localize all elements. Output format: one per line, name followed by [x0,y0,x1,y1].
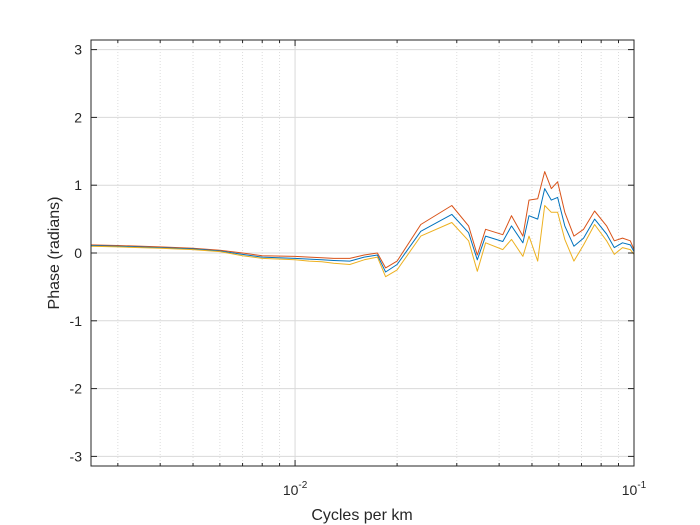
y-tick-label: -3 [70,448,83,464]
x-tick-label: 10-1 [622,480,647,498]
y-tick-label: 1 [74,177,82,193]
y-tick-label: -1 [70,313,83,329]
series-line-1 [90,171,635,269]
series-layer [90,171,635,278]
y-tick-label: 0 [74,245,82,261]
x-axis-label: Cycles per km [311,507,412,524]
ticks-layer [91,40,635,466]
y-axis-label: Phase (radians) [46,197,63,310]
series-line-2 [90,188,635,273]
x-tick-label: 10-2 [283,480,308,498]
y-tick-label: 3 [74,42,82,58]
tick-labels-layer: 10-2 10-1 -3 -2 -1 0 1 2 3 [70,42,647,498]
series-line-3 [90,205,635,278]
y-tick-label: -2 [70,381,83,397]
y-tick-label: 2 [74,109,82,125]
